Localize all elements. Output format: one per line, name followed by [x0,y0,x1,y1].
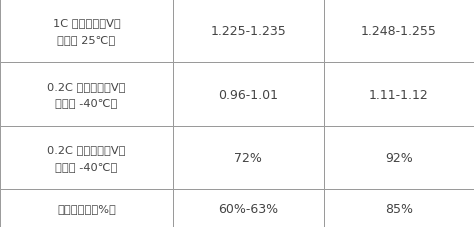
Text: 1.248-1.255: 1.248-1.255 [361,25,437,38]
Bar [173,126,323,189]
Text: 1.11-1.12: 1.11-1.12 [369,88,428,101]
Text: 0.2C 放电效率（V）: 0.2C 放电效率（V） [47,145,126,155]
Text: 72%: 72% [234,151,262,164]
Text: （低温 -40℃）: （低温 -40℃） [55,161,118,171]
Text: 92%: 92% [385,151,413,164]
Text: 0.96-1.01: 0.96-1.01 [218,88,278,101]
Bar [323,0,474,63]
Text: 0.2C 放电平台（V）: 0.2C 放电平台（V） [47,81,126,91]
Bar [0,63,173,126]
Text: 60%-63%: 60%-63% [218,202,278,215]
Bar [173,0,323,63]
Text: 1C 放电平台（V）: 1C 放电平台（V） [53,18,120,28]
Text: 荷电保持率（%）: 荷电保持率（%） [57,203,116,213]
Bar [173,189,323,227]
Bar [173,63,323,126]
Text: 85%: 85% [385,202,413,215]
Bar [0,189,173,227]
Bar [323,126,474,189]
Text: （低温 -40℃）: （低温 -40℃） [55,98,118,108]
Bar [323,63,474,126]
Text: 1.225-1.235: 1.225-1.235 [210,25,286,38]
Bar [0,0,173,63]
Bar [323,189,474,227]
Bar [0,126,173,189]
Text: （常温 25℃）: （常温 25℃） [57,35,116,45]
